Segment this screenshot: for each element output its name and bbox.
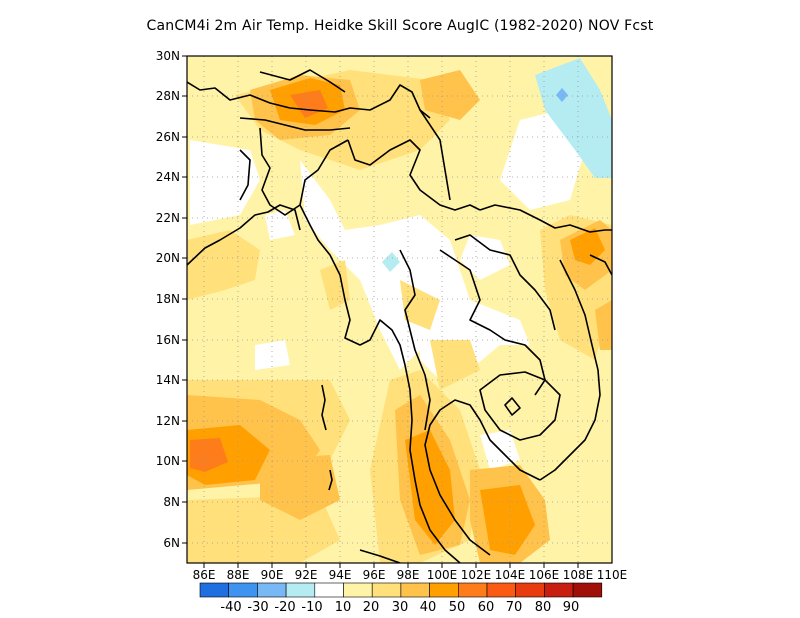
lon-tick-110e: 110E	[597, 568, 628, 582]
colorbar-label: 30	[392, 600, 409, 615]
lat-tick-6n: 6N	[163, 536, 180, 550]
colorbar-label: -10	[301, 600, 322, 615]
lon-tick-92e: 92E	[295, 568, 318, 582]
colorbar-label: 20	[363, 600, 380, 615]
colorbar-swatch	[257, 582, 287, 598]
colorbar-swatch	[228, 582, 258, 598]
lat-tick-8n: 8N	[163, 495, 180, 509]
map-title: CanCM4i 2m Air Temp. Heidke Skill Score …	[146, 18, 654, 34]
colorbar-label: 50	[449, 600, 466, 615]
colorbar-label: 60	[478, 600, 495, 615]
colorbar-label: 80	[535, 600, 552, 615]
lat-tick-12n: 12N	[156, 414, 180, 428]
lon-tick-90e: 90E	[261, 568, 284, 582]
lat-tick-14n: 14N	[156, 373, 180, 387]
colorbar-labels: -40 -30 -20 -10 10 20 30 40 50 60 70 80 …	[220, 600, 579, 615]
lon-tick-labels: 86E 88E 90E 92E 94E 96E 98E 100E 102E 10…	[193, 568, 628, 582]
lat-tick-28n: 28N	[156, 89, 180, 103]
colorbar-swatch	[314, 582, 344, 598]
lon-tick-88e: 88E	[227, 568, 250, 582]
colorbar-swatch	[572, 582, 603, 598]
lon-tick-86e: 86E	[193, 568, 216, 582]
lat-tick-18n: 18N	[156, 292, 180, 306]
lat-tick-22n: 22N	[156, 211, 180, 225]
colorbar-swatch	[285, 582, 316, 598]
colorbar-swatch	[199, 582, 230, 598]
colorbar-label: 40	[420, 600, 437, 615]
lat-tick-26n: 26N	[156, 130, 180, 144]
colorbar-label: -20	[274, 600, 295, 615]
lon-tick-102e: 102E	[461, 568, 492, 582]
plot-frame	[186, 55, 613, 564]
lon-tick-104e: 104E	[495, 568, 526, 582]
lon-tick-96e: 96E	[363, 568, 386, 582]
colorbar-swatch	[515, 582, 545, 598]
colorbar-label: -30	[247, 600, 268, 615]
colorbar-label: -40	[220, 600, 241, 615]
colorbar-swatch	[429, 582, 459, 598]
lon-tick-94e: 94E	[329, 568, 352, 582]
skill-field	[187, 56, 612, 563]
lat-tick-10n: 10N	[156, 454, 180, 468]
colorbar	[199, 582, 603, 598]
colorbar-label: 70	[506, 600, 523, 615]
lon-tick-108e: 108E	[563, 568, 594, 582]
colorbar-swatch	[544, 582, 574, 598]
colorbar-swatch	[343, 582, 373, 598]
colorbar-swatch	[400, 582, 430, 598]
lat-tick-16n: 16N	[156, 333, 180, 347]
lon-tick-100e: 100E	[427, 568, 458, 582]
lat-lon-grid	[187, 56, 612, 563]
lon-tick-106e: 106E	[529, 568, 560, 582]
tick-marks	[182, 55, 579, 568]
lat-tick-30n: 30N	[156, 49, 180, 63]
colorbar-label: 10	[335, 600, 352, 615]
lat-tick-labels: 6N 8N 10N 12N 14N 16N 18N 20N 22N 24N 26…	[156, 49, 180, 550]
colorbar-label: 90	[563, 600, 580, 615]
colorbar-swatch	[371, 582, 402, 598]
lat-tick-20n: 20N	[156, 251, 180, 265]
lat-tick-24n: 24N	[156, 170, 180, 184]
colorbar-swatch	[486, 582, 517, 598]
lon-tick-98e: 98E	[397, 568, 420, 582]
coastlines-borders	[187, 69, 612, 563]
colorbar-swatch	[457, 582, 488, 598]
